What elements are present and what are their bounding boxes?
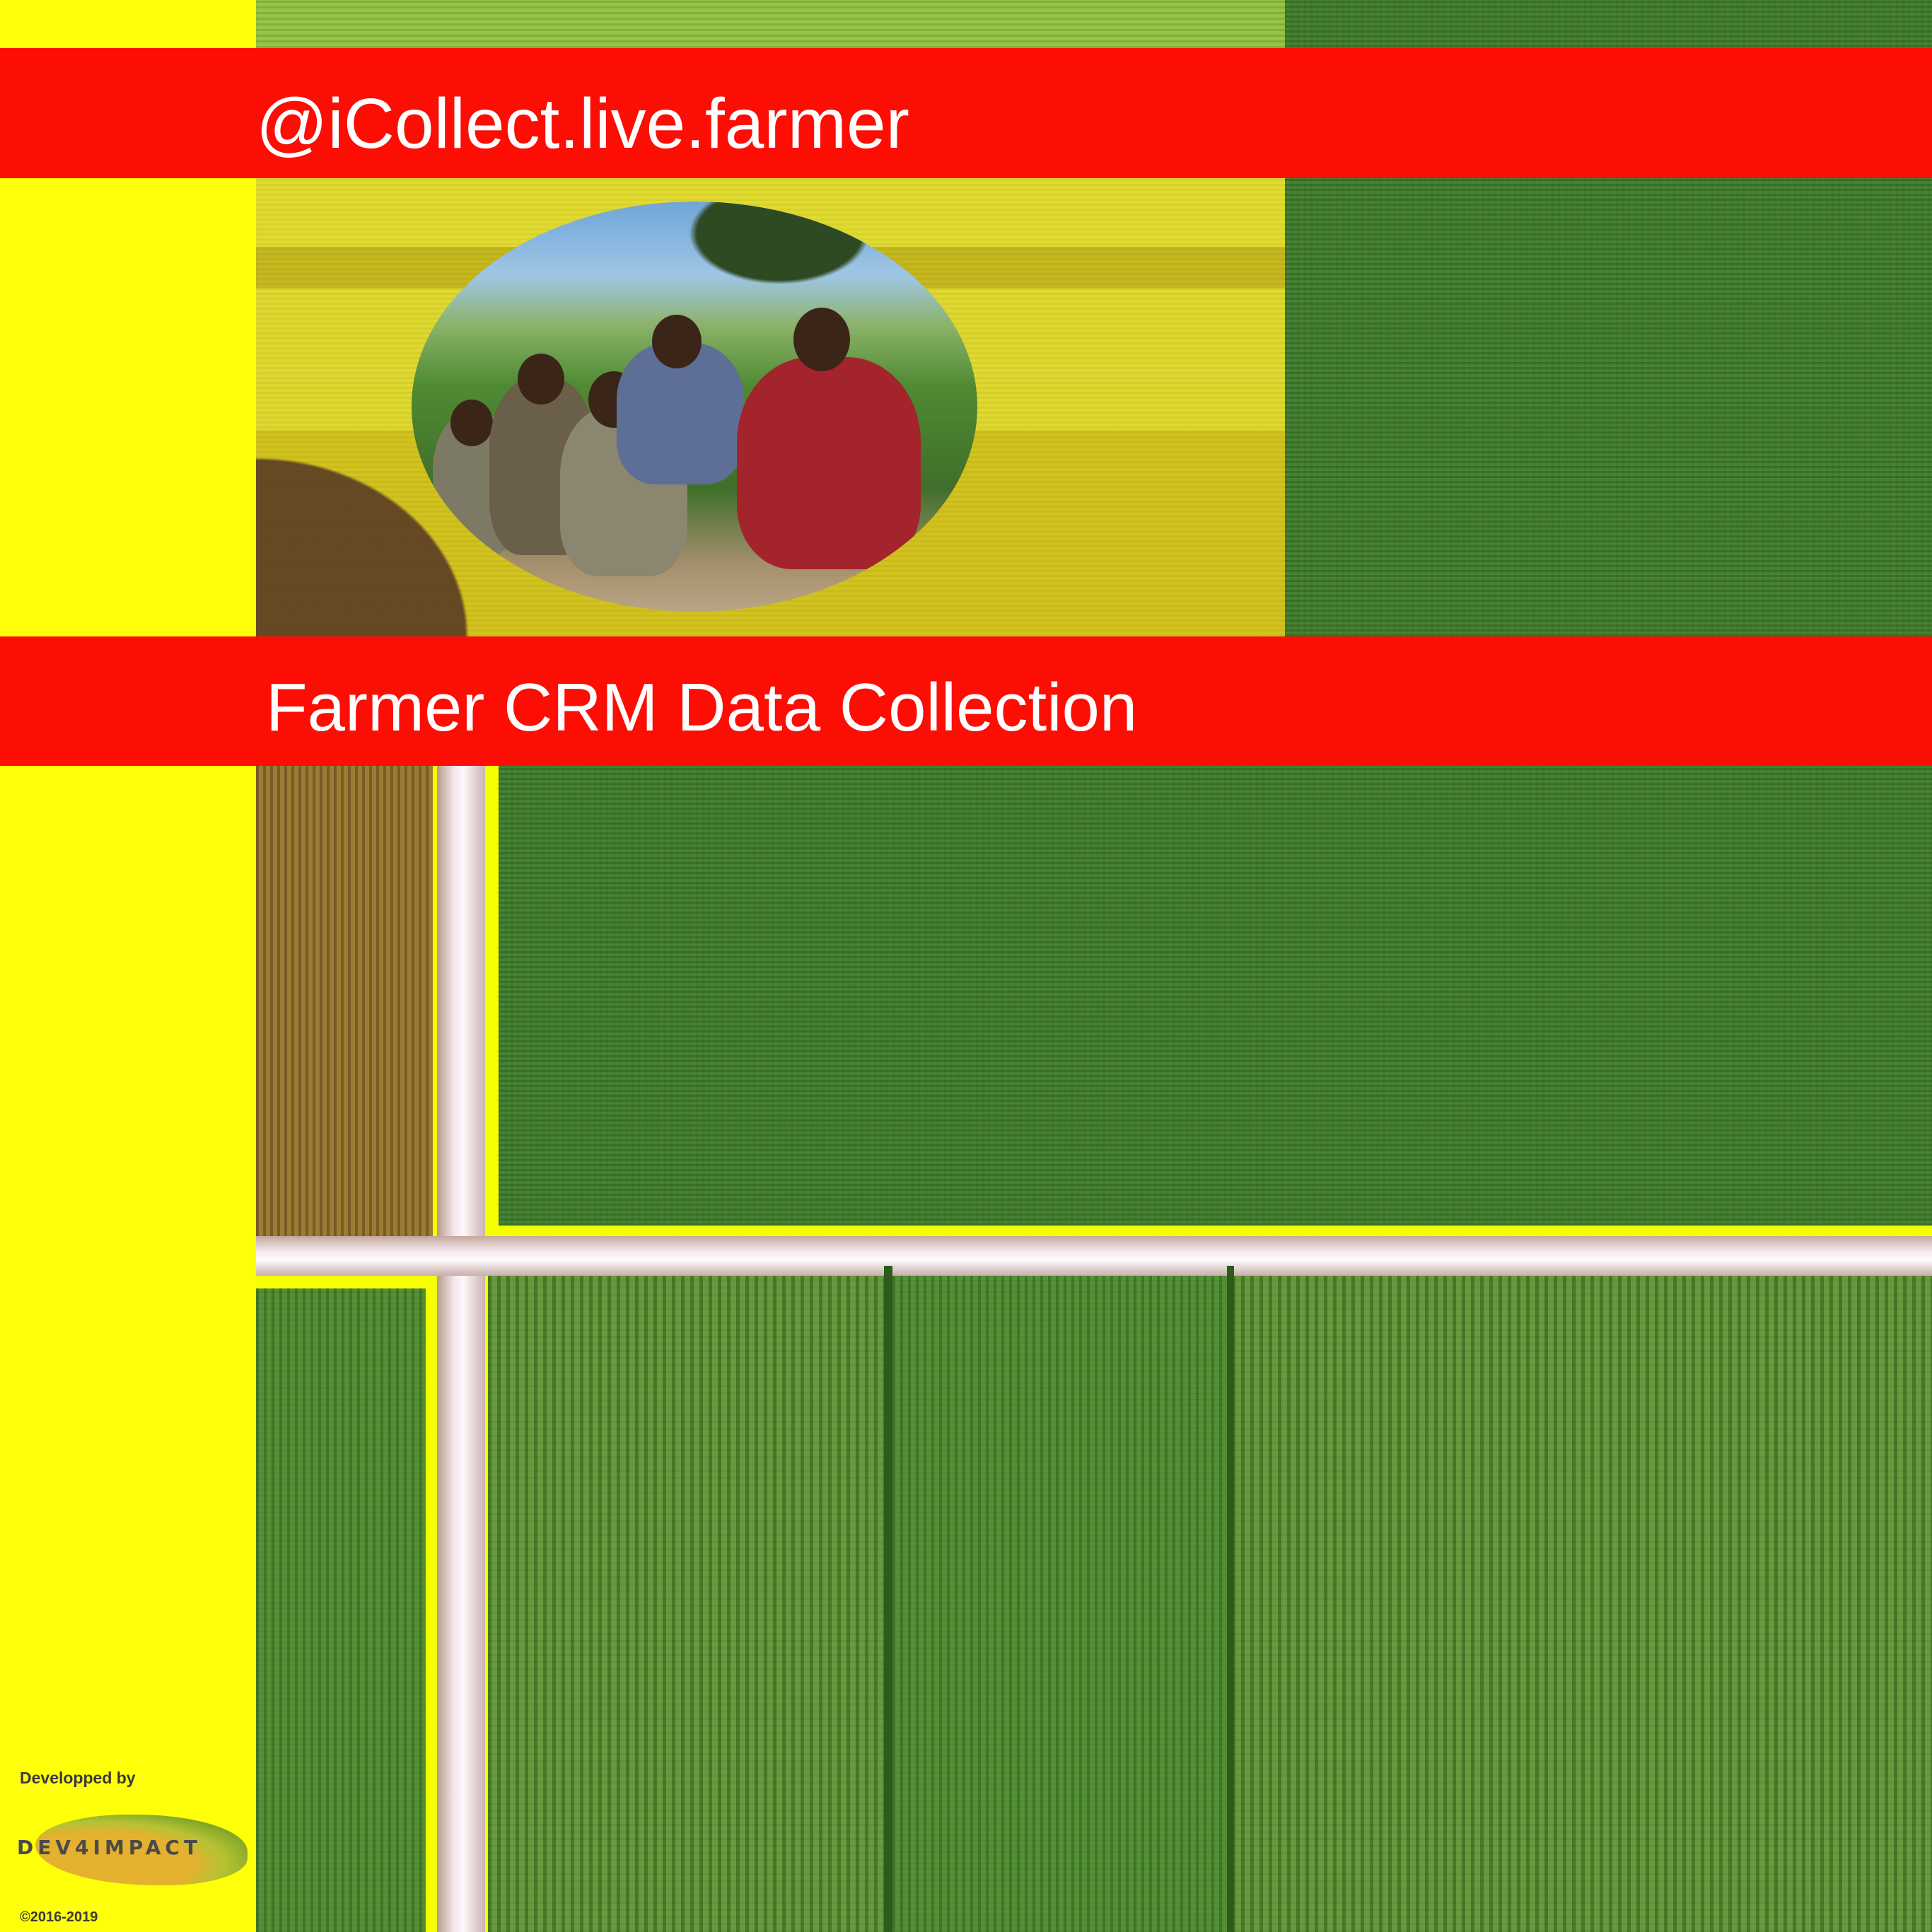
dev4impact-logo-icon: DEV4IMPACT: [14, 1808, 255, 1885]
title-banner: Farmer CRM Data Collection: [0, 636, 1932, 766]
road-horizontal: [256, 1236, 1932, 1276]
person-head: [450, 400, 493, 446]
person-head: [652, 315, 702, 368]
field-left-lower: [256, 1288, 426, 1932]
field-large-upper: [499, 766, 1932, 1226]
tree-shape: [673, 202, 885, 293]
page-title: Farmer CRM Data Collection: [266, 670, 1138, 745]
social-handle: @iCollect.live.farmer: [256, 84, 909, 163]
copyright-text: ©2016-2019: [20, 1909, 98, 1925]
field-right-lower: [1232, 1266, 1932, 1932]
logo-text: DEV4IMPACT: [17, 1836, 202, 1859]
field-divider-line: [1227, 1266, 1234, 1932]
yellow-sidebar: [0, 0, 256, 1932]
top-banner: @iCollect.live.farmer: [0, 48, 1932, 178]
person-head: [793, 308, 850, 371]
field-top-strip: [256, 0, 1285, 48]
farmers-photo: [412, 202, 977, 612]
field-divider-line: [884, 1266, 892, 1932]
field-brown: [256, 766, 433, 1257]
field-center-lower: [892, 1266, 1232, 1932]
logo-map-shape: [35, 1815, 248, 1885]
person-head: [518, 354, 564, 405]
developed-by-label: Developped by: [20, 1769, 136, 1787]
road-vertical: [437, 766, 485, 1932]
field-mid-lower: [488, 1266, 884, 1932]
person-shape: [737, 357, 921, 569]
